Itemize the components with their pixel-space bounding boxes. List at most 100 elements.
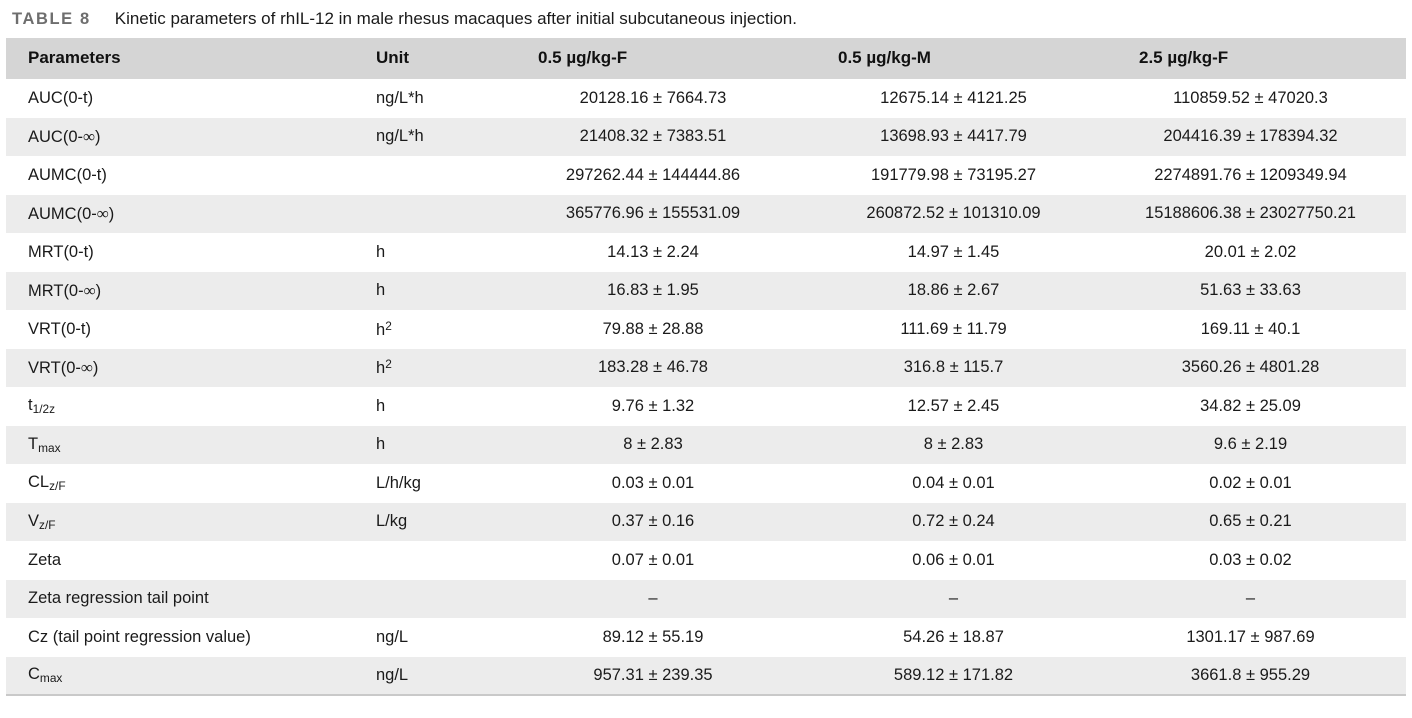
cell-value-dose-0.5-f: 183.28 ± 46.78 (512, 348, 812, 387)
kinetic-parameters-table: Parameters Unit 0.5 µg/kg-F 0.5 µg/kg-M … (6, 38, 1406, 696)
cell-value-dose-2.5-f: 3560.26 ± 4801.28 (1113, 348, 1406, 387)
cell-unit: ng/L*h (366, 117, 512, 156)
cell-unit: ng/L*h (366, 79, 512, 118)
cell-value-dose-2.5-f: 110859.52 ± 47020.3 (1113, 79, 1406, 118)
table-row: Cmax ng/L 957.31 ± 239.35 589.12 ± 171.82 36… (6, 656, 1406, 695)
cell-parameter: VRT(0-∞) (6, 348, 366, 387)
cell-unit: h2 (366, 348, 512, 387)
column-header-dose-0.5-f: 0.5 µg/kg-F (512, 38, 812, 79)
cell-value-dose-2.5-f: 0.65 ± 0.21 (1113, 502, 1406, 541)
cell-value-dose-2.5-f: 20.01 ± 2.02 (1113, 233, 1406, 272)
cell-value-dose-0.5-f: 0.37 ± 0.16 (512, 502, 812, 541)
cell-value-dose-0.5-m: 260872.52 ± 101310.09 (812, 194, 1113, 233)
cell-unit: h (366, 271, 512, 310)
cell-unit: ng/L (366, 656, 512, 695)
table-body: AUC(0-t) ng/L*h 20128.16 ± 7664.73 12675.14… (6, 79, 1406, 695)
cell-value-dose-0.5-m: 54.26 ± 18.87 (812, 618, 1113, 657)
table-caption-text: Kinetic parameters of rhIL-12 in male rh… (114, 9, 797, 28)
table-row: Cz (tail point regression value) ng/L 89.1… (6, 618, 1406, 657)
cell-unit: h2 (366, 310, 512, 349)
cell-parameter: AUMC(0-∞) (6, 194, 366, 233)
cell-unit: h (366, 425, 512, 464)
table-row: AUC(0-∞) ng/L*h 21408.32 ± 7383.51 13698.93… (6, 117, 1406, 156)
table-row: Tmax h 8 ± 2.83 8 ± 2.83 9.6 ± 2.19 (6, 425, 1406, 464)
table-row: CLz/F L/h/kg 0.03 ± 0.01 0.04 ± 0.01 0.02 ± … (6, 464, 1406, 503)
cell-parameter: AUMC(0-t) (6, 156, 366, 195)
table-row: Zeta regression tail point – – – (6, 579, 1406, 618)
cell-value-dose-0.5-f: 365776.96 ± 155531.09 (512, 194, 812, 233)
cell-unit (366, 541, 512, 580)
cell-value-dose-0.5-f: 79.88 ± 28.88 (512, 310, 812, 349)
cell-value-dose-0.5-m: 111.69 ± 11.79 (812, 310, 1113, 349)
table-header: Parameters Unit 0.5 µg/kg-F 0.5 µg/kg-M … (6, 38, 1406, 79)
cell-value-dose-0.5-m: 12.57 ± 2.45 (812, 387, 1113, 426)
table-caption: TABLE 8 Kinetic parameters of rhIL-12 in… (0, 0, 1412, 30)
cell-value-dose-0.5-m: 8 ± 2.83 (812, 425, 1113, 464)
column-header-parameters: Parameters (6, 38, 366, 79)
table-row: VRT(0-∞) h2 183.28 ± 46.78 316.8 ± 115.7 356… (6, 348, 1406, 387)
column-header-dose-2.5-f: 2.5 µg/kg-F (1113, 38, 1406, 79)
table-row: AUC(0-t) ng/L*h 20128.16 ± 7664.73 12675.14… (6, 79, 1406, 118)
cell-value-dose-2.5-f: 2274891.76 ± 1209349.94 (1113, 156, 1406, 195)
cell-value-dose-0.5-m: 0.72 ± 0.24 (812, 502, 1113, 541)
cell-value-dose-2.5-f: 1301.17 ± 987.69 (1113, 618, 1406, 657)
cell-parameter: t1/2z (6, 387, 366, 426)
table-number-label: TABLE 8 (12, 10, 91, 28)
cell-value-dose-2.5-f: 3661.8 ± 955.29 (1113, 656, 1406, 695)
cell-value-dose-0.5-m: 12675.14 ± 4121.25 (812, 79, 1113, 118)
cell-value-dose-0.5-f: 8 ± 2.83 (512, 425, 812, 464)
cell-value-dose-2.5-f: 9.6 ± 2.19 (1113, 425, 1406, 464)
cell-value-dose-0.5-f: 957.31 ± 239.35 (512, 656, 812, 695)
cell-value-dose-0.5-m: 13698.93 ± 4417.79 (812, 117, 1113, 156)
cell-parameter: AUC(0-t) (6, 79, 366, 118)
table-container: TABLE 8 Kinetic parameters of rhIL-12 in… (0, 0, 1412, 696)
cell-value-dose-2.5-f: 0.03 ± 0.02 (1113, 541, 1406, 580)
cell-value-dose-2.5-f: 169.11 ± 40.1 (1113, 310, 1406, 349)
table-row: Vz/F L/kg 0.37 ± 0.16 0.72 ± 0.24 0.65 ± 0.2… (6, 502, 1406, 541)
cell-value-dose-2.5-f: 15188606.38 ± 23027750.21 (1113, 194, 1406, 233)
cell-unit (366, 156, 512, 195)
cell-value-dose-0.5-f: 297262.44 ± 144444.86 (512, 156, 812, 195)
cell-value-dose-0.5-m: 0.04 ± 0.01 (812, 464, 1113, 503)
cell-value-dose-0.5-f: 89.12 ± 55.19 (512, 618, 812, 657)
cell-value-dose-0.5-m: 589.12 ± 171.82 (812, 656, 1113, 695)
cell-value-dose-0.5-m: 191779.98 ± 73195.27 (812, 156, 1113, 195)
cell-value-dose-0.5-f: 9.76 ± 1.32 (512, 387, 812, 426)
table-row: VRT(0-t) h2 79.88 ± 28.88 111.69 ± 11.79 169… (6, 310, 1406, 349)
cell-parameter: Tmax (6, 425, 366, 464)
table-row: MRT(0-t) h 14.13 ± 2.24 14.97 ± 1.45 20.01 ±… (6, 233, 1406, 272)
cell-parameter: CLz/F (6, 464, 366, 503)
cell-unit: h (366, 233, 512, 272)
cell-parameter: AUC(0-∞) (6, 117, 366, 156)
cell-unit (366, 579, 512, 618)
cell-value-dose-0.5-m: 18.86 ± 2.67 (812, 271, 1113, 310)
cell-unit: L/kg (366, 502, 512, 541)
table-row: AUMC(0-t) 297262.44 ± 144444.86 191779.98 … (6, 156, 1406, 195)
cell-unit: h (366, 387, 512, 426)
cell-value-dose-0.5-m: 316.8 ± 115.7 (812, 348, 1113, 387)
table-row: AUMC(0-∞) 365776.96 ± 155531.09 260872.52 … (6, 194, 1406, 233)
cell-value-dose-0.5-f: 16.83 ± 1.95 (512, 271, 812, 310)
cell-value-dose-2.5-f: – (1113, 579, 1406, 618)
cell-value-dose-0.5-f: – (512, 579, 812, 618)
cell-value-dose-2.5-f: 51.63 ± 33.63 (1113, 271, 1406, 310)
cell-value-dose-0.5-f: 0.03 ± 0.01 (512, 464, 812, 503)
table-row: MRT(0-∞) h 16.83 ± 1.95 18.86 ± 2.67 51.63 ±… (6, 271, 1406, 310)
cell-parameter: Cz (tail point regression value) (6, 618, 366, 657)
cell-unit (366, 194, 512, 233)
cell-value-dose-2.5-f: 0.02 ± 0.01 (1113, 464, 1406, 503)
cell-parameter: Cmax (6, 656, 366, 695)
cell-value-dose-2.5-f: 204416.39 ± 178394.32 (1113, 117, 1406, 156)
column-header-dose-0.5-m: 0.5 µg/kg-M (812, 38, 1113, 79)
cell-unit: ng/L (366, 618, 512, 657)
column-header-unit: Unit (366, 38, 512, 79)
cell-unit: L/h/kg (366, 464, 512, 503)
cell-parameter: Vz/F (6, 502, 366, 541)
cell-parameter: Zeta regression tail point (6, 579, 366, 618)
cell-value-dose-2.5-f: 34.82 ± 25.09 (1113, 387, 1406, 426)
cell-value-dose-0.5-m: 14.97 ± 1.45 (812, 233, 1113, 272)
cell-value-dose-0.5-f: 0.07 ± 0.01 (512, 541, 812, 580)
cell-parameter: Zeta (6, 541, 366, 580)
cell-value-dose-0.5-m: – (812, 579, 1113, 618)
cell-value-dose-0.5-f: 14.13 ± 2.24 (512, 233, 812, 272)
